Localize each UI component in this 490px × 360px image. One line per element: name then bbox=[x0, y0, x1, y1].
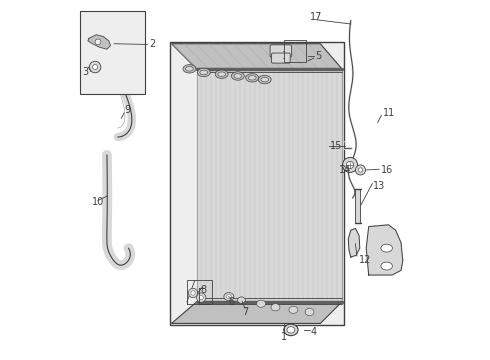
Text: 8: 8 bbox=[200, 285, 206, 296]
Polygon shape bbox=[172, 302, 342, 323]
Circle shape bbox=[89, 61, 101, 73]
Text: 3: 3 bbox=[82, 67, 88, 77]
Ellipse shape bbox=[381, 244, 392, 252]
Ellipse shape bbox=[200, 70, 208, 75]
Ellipse shape bbox=[248, 76, 256, 80]
Ellipse shape bbox=[215, 70, 228, 78]
Circle shape bbox=[358, 168, 363, 172]
Polygon shape bbox=[348, 228, 360, 257]
Circle shape bbox=[191, 291, 195, 295]
Ellipse shape bbox=[245, 73, 259, 82]
Ellipse shape bbox=[258, 75, 271, 84]
Ellipse shape bbox=[271, 304, 280, 311]
Text: 10: 10 bbox=[92, 197, 104, 207]
Ellipse shape bbox=[224, 293, 234, 301]
Text: 7: 7 bbox=[242, 307, 248, 316]
Ellipse shape bbox=[197, 68, 210, 77]
Ellipse shape bbox=[231, 72, 245, 80]
Polygon shape bbox=[196, 69, 342, 302]
Ellipse shape bbox=[284, 324, 298, 336]
Text: 6: 6 bbox=[228, 297, 234, 307]
Ellipse shape bbox=[257, 300, 266, 307]
FancyBboxPatch shape bbox=[271, 53, 290, 63]
Ellipse shape bbox=[238, 297, 245, 303]
Circle shape bbox=[343, 157, 358, 172]
Text: 11: 11 bbox=[383, 108, 395, 118]
Circle shape bbox=[346, 161, 354, 168]
Text: 14: 14 bbox=[339, 165, 351, 175]
Text: 4: 4 bbox=[311, 327, 317, 337]
Ellipse shape bbox=[305, 309, 314, 316]
Ellipse shape bbox=[218, 72, 225, 76]
Ellipse shape bbox=[234, 74, 242, 78]
Bar bbox=[170, 42, 343, 325]
Ellipse shape bbox=[186, 67, 193, 71]
Ellipse shape bbox=[183, 65, 196, 73]
Bar bbox=[355, 189, 360, 223]
Text: 13: 13 bbox=[373, 181, 386, 192]
Ellipse shape bbox=[289, 306, 298, 314]
Text: 15: 15 bbox=[330, 141, 343, 151]
Circle shape bbox=[199, 296, 203, 300]
Text: 12: 12 bbox=[359, 255, 371, 265]
FancyBboxPatch shape bbox=[270, 45, 292, 57]
Polygon shape bbox=[366, 225, 403, 275]
Text: 16: 16 bbox=[381, 165, 393, 175]
Polygon shape bbox=[172, 44, 342, 69]
Circle shape bbox=[355, 165, 366, 175]
Ellipse shape bbox=[261, 77, 269, 82]
Circle shape bbox=[95, 39, 101, 45]
Ellipse shape bbox=[226, 294, 231, 298]
Circle shape bbox=[93, 64, 98, 69]
Text: 2: 2 bbox=[149, 40, 156, 49]
Bar bbox=[187, 280, 212, 304]
Circle shape bbox=[188, 288, 197, 298]
Ellipse shape bbox=[287, 327, 295, 333]
Text: 9: 9 bbox=[124, 105, 130, 115]
Polygon shape bbox=[88, 35, 111, 49]
Bar bbox=[80, 12, 145, 94]
Text: 5: 5 bbox=[315, 51, 321, 61]
Circle shape bbox=[196, 293, 206, 302]
Text: 17: 17 bbox=[310, 12, 322, 22]
Text: 1: 1 bbox=[281, 332, 288, 342]
Ellipse shape bbox=[381, 262, 392, 270]
